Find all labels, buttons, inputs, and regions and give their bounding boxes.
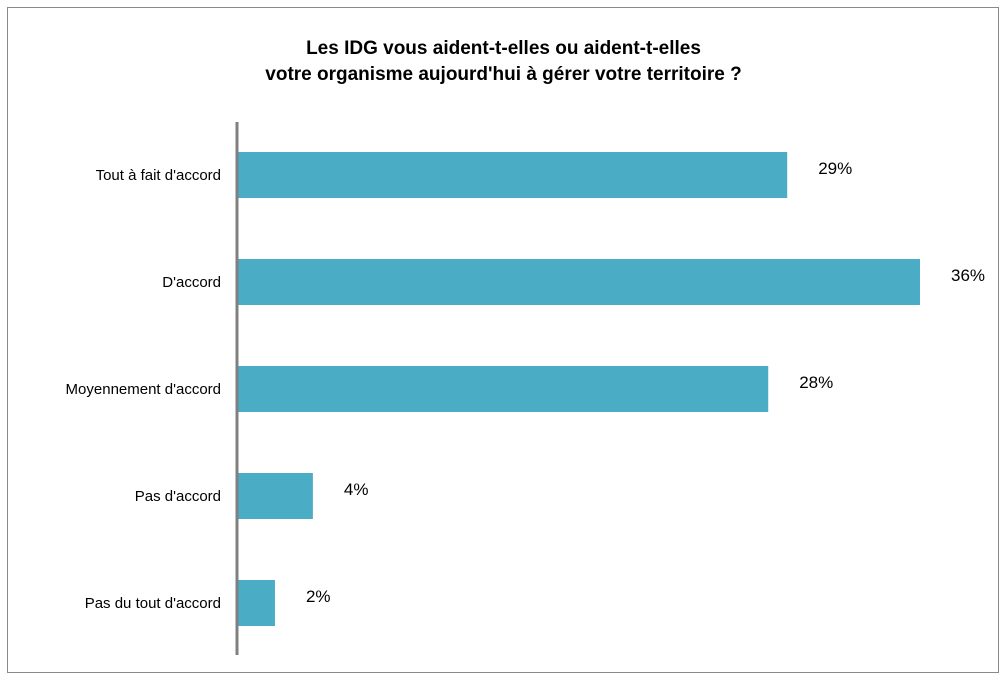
value-label-pas-du-tout-d-accord: 2% [306, 587, 331, 606]
value-labels: 29% 36% 28% 4% 2% [306, 159, 985, 606]
bar-pas-d-accord [237, 473, 313, 519]
value-label-tout-a-fait-d-accord: 29% [818, 159, 852, 178]
value-label-moyennement-d-accord: 28% [799, 373, 833, 392]
category-label-moyennement-d-accord: Moyennement d'accord [66, 381, 221, 398]
bar-d-accord [237, 259, 920, 305]
category-label-pas-du-tout-d-accord: Pas du tout d'accord [85, 595, 221, 612]
bar-tout-a-fait-d-accord [237, 152, 788, 198]
bar-pas-du-tout-d-accord [237, 580, 275, 626]
bar-moyennement-d-accord [237, 366, 769, 412]
category-label-pas-d-accord: Pas d'accord [135, 488, 221, 505]
category-labels: Tout à fait d'accord D'accord Moyennement … [66, 167, 221, 612]
chart-frame [7, 7, 999, 673]
chart-title-line-1: Les IDG vous aident-t-elles ou aident-t-… [306, 38, 701, 59]
value-label-pas-d-accord: 4% [344, 480, 369, 499]
chart-title: Les IDG vous aident-t-elles ou aident-t-… [0, 36, 1007, 88]
category-label-tout-a-fait-d-accord: Tout à fait d'accord [96, 167, 221, 184]
category-label-d-accord: D'accord [162, 274, 221, 291]
chart-title-line-2: votre organisme aujourd'hui à gérer votr… [265, 64, 742, 85]
value-label-d-accord: 36% [951, 266, 985, 285]
bars-layer [237, 152, 920, 626]
